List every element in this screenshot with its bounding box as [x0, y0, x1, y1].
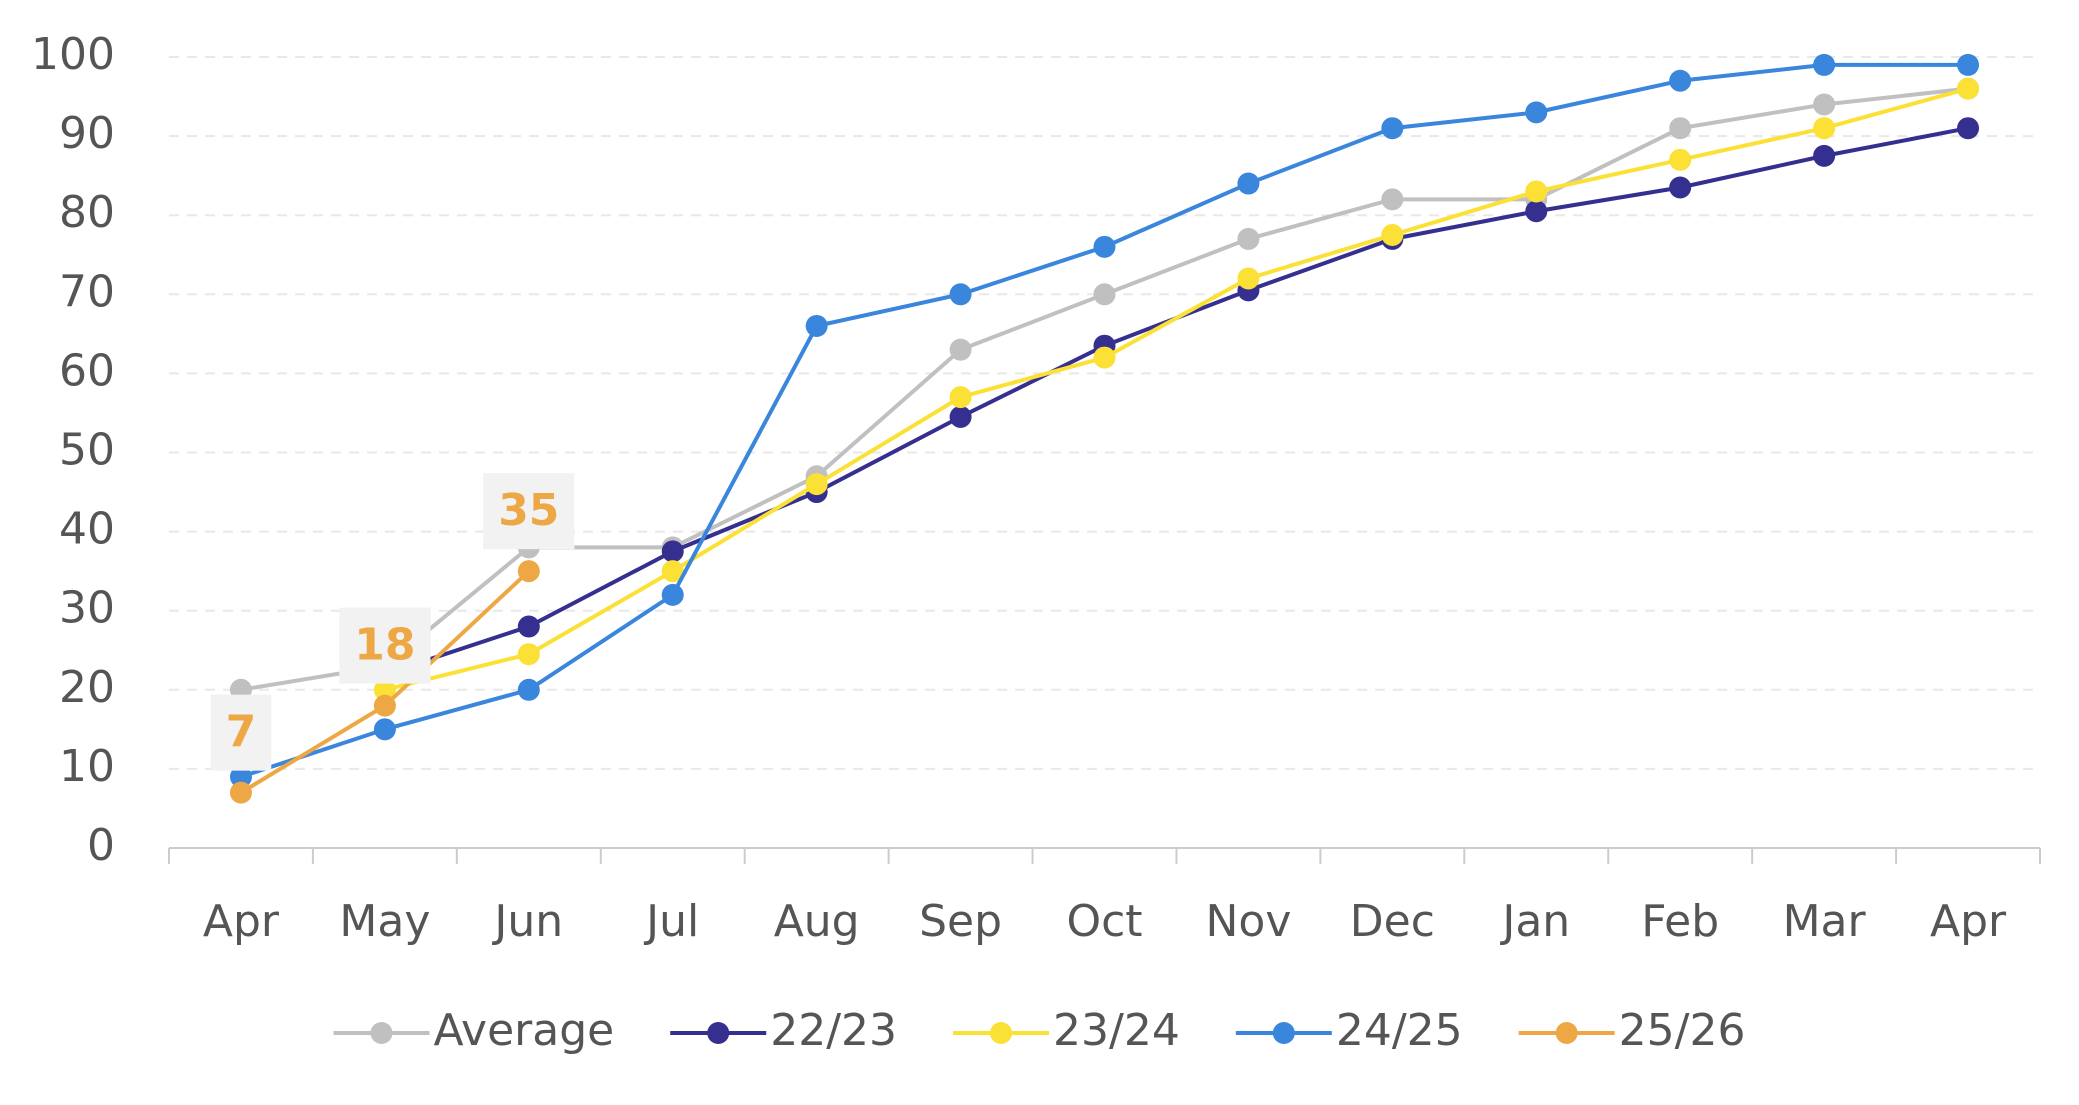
x-tick-label: Mar	[1783, 896, 1867, 947]
point	[1525, 200, 1548, 223]
point	[949, 386, 972, 409]
point	[949, 283, 972, 306]
point	[373, 718, 396, 741]
data-label: 18	[354, 620, 415, 671]
x-tick-label: Feb	[1641, 896, 1719, 947]
series-line	[240, 62, 1969, 779]
point	[1381, 223, 1404, 246]
y-tick-label: 0	[87, 820, 115, 871]
point	[949, 405, 972, 428]
x-tick-label: Apr	[1930, 896, 2007, 947]
point	[517, 678, 540, 701]
point	[373, 678, 396, 701]
point	[1813, 93, 1836, 116]
point	[805, 473, 828, 496]
y-tick-label: 20	[59, 662, 115, 713]
point	[661, 560, 684, 583]
x-tick-label: Dec	[1350, 896, 1435, 947]
y-tick-label: 50	[59, 425, 115, 476]
legend-marker	[707, 1022, 730, 1044]
point	[1093, 235, 1116, 258]
point	[1237, 227, 1260, 250]
y-tick-label: 30	[59, 583, 115, 634]
data-label-bg	[210, 694, 272, 771]
legend-label: 23/24	[1053, 1005, 1180, 1056]
x-tick-label: Nov	[1205, 896, 1291, 947]
x-tick-label: Aug	[774, 896, 860, 947]
data-label-bg	[339, 607, 431, 684]
point	[1381, 117, 1404, 140]
series-line	[384, 126, 1969, 676]
y-tick-label: 100	[31, 29, 115, 80]
legend-marker	[1272, 1022, 1295, 1044]
point	[517, 615, 540, 638]
point	[1237, 172, 1260, 195]
point	[1525, 180, 1548, 203]
point	[1669, 148, 1692, 171]
legend: Average 22/23 23/24 24/25 25/26	[333, 1005, 1746, 1056]
point	[805, 314, 828, 337]
y-tick-label: 80	[59, 187, 115, 238]
y-tick-label: 70	[59, 266, 115, 317]
series-line	[384, 86, 1969, 692]
point	[1813, 144, 1836, 167]
legend-marker	[370, 1022, 393, 1044]
point	[1669, 117, 1692, 140]
y-tick-label: 60	[59, 345, 115, 396]
x-tick-label: Sep	[919, 896, 1002, 947]
point	[1093, 346, 1116, 369]
point	[661, 540, 684, 563]
point	[661, 583, 684, 606]
x-tick-label: Jan	[1499, 896, 1570, 947]
point	[229, 765, 252, 788]
point	[1381, 188, 1404, 211]
x-tick-label: May	[339, 896, 430, 947]
legend-marker	[1555, 1022, 1578, 1044]
data-label-group: 18	[339, 607, 431, 684]
y-tick-label: 90	[59, 108, 115, 159]
point	[1957, 53, 1980, 76]
legend-label: 22/23	[770, 1005, 897, 1056]
point	[1525, 101, 1548, 124]
data-label-group: 35	[483, 473, 575, 550]
point	[517, 560, 540, 583]
point	[949, 338, 972, 361]
y-tick-label: 40	[59, 504, 115, 555]
point	[1957, 117, 1980, 140]
x-tick-label: Jun	[491, 896, 563, 947]
point	[1669, 176, 1692, 199]
legend-label: 24/25	[1336, 1005, 1463, 1056]
x-tick-label: Oct	[1066, 896, 1142, 947]
data-label-bg	[483, 473, 575, 550]
x-tick-label: Apr	[203, 896, 280, 947]
data-label-group: 7	[210, 694, 272, 771]
point	[1093, 283, 1116, 306]
legend-marker	[990, 1022, 1013, 1044]
point	[1957, 77, 1980, 100]
point	[1237, 267, 1260, 290]
data-label: 7	[226, 707, 257, 758]
point	[229, 781, 252, 804]
point	[373, 694, 396, 717]
legend-label: 25/26	[1619, 1005, 1746, 1056]
point	[1813, 117, 1836, 140]
x-tick-label: Jul	[643, 896, 699, 947]
data-label: 35	[498, 485, 559, 536]
point	[1669, 69, 1692, 92]
y-tick-label: 10	[59, 741, 115, 792]
point	[517, 643, 540, 666]
legend-label: Average	[434, 1005, 615, 1056]
point	[1813, 53, 1836, 76]
